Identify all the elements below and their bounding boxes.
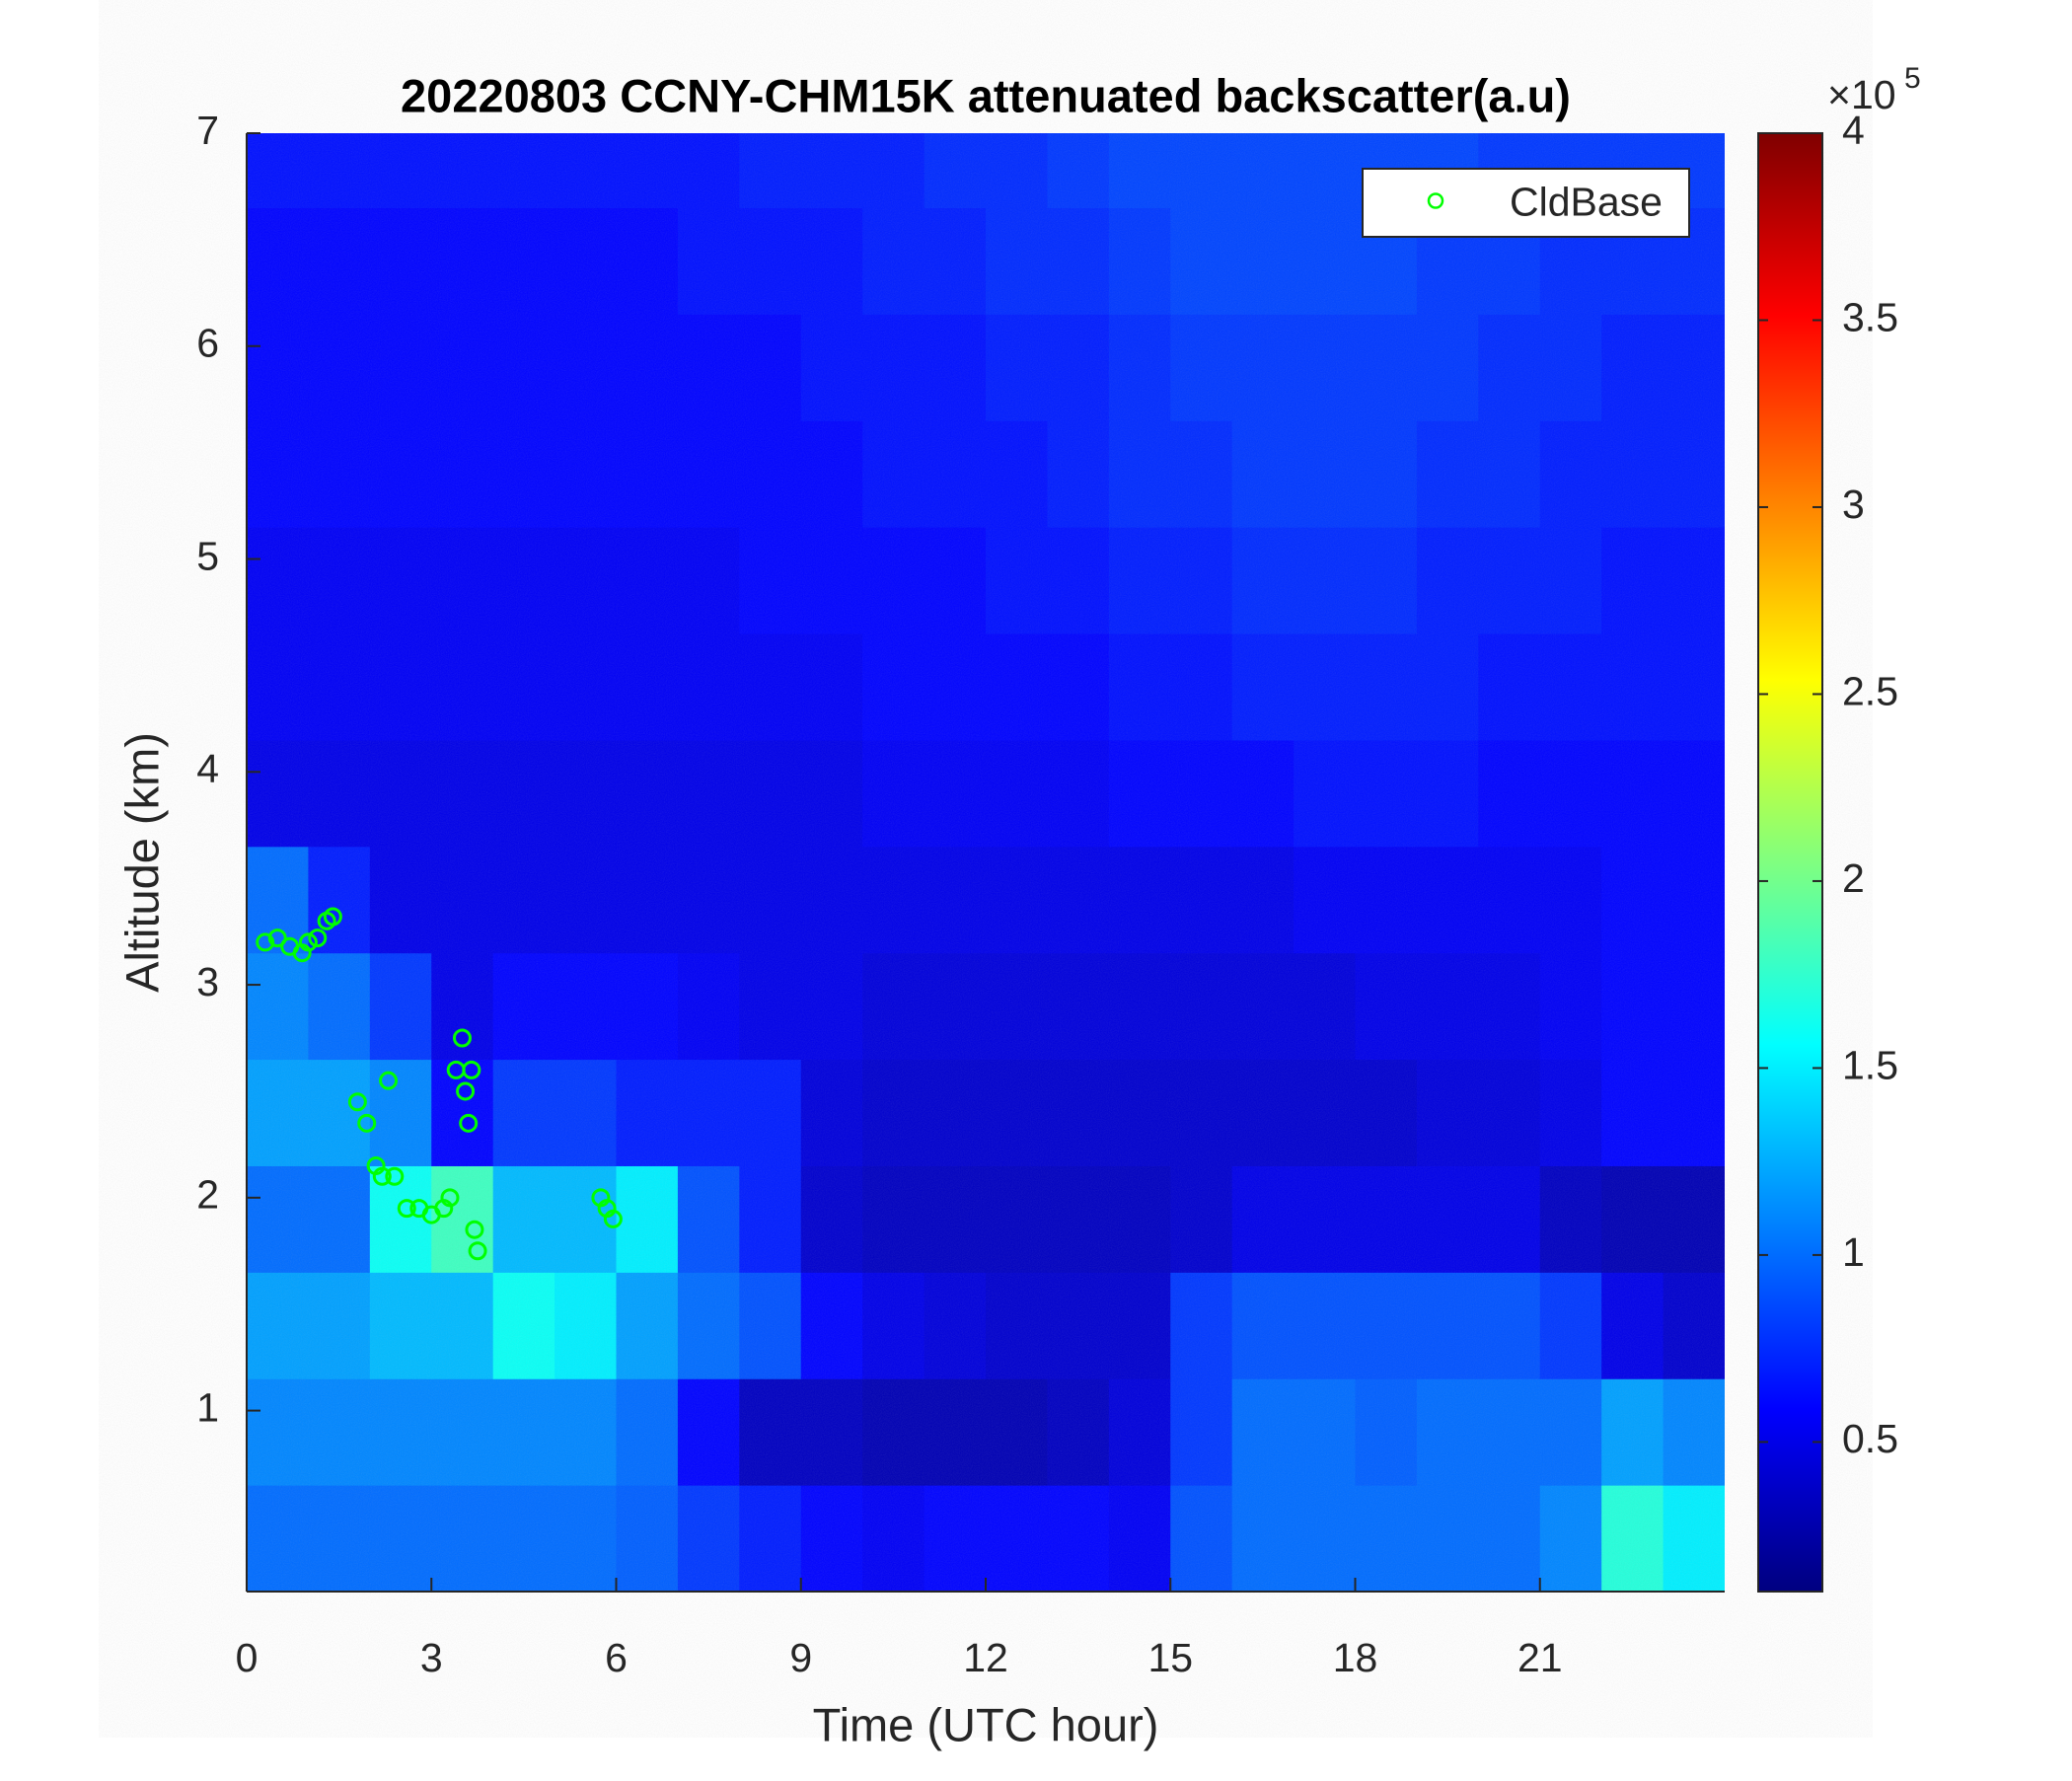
colorbar-tick-label: 3: [1842, 482, 1865, 527]
chart-title: 20220803 CCNY-CHM15K attenuated backscat…: [401, 69, 1571, 121]
cloud-base-marker: [323, 907, 342, 927]
colorbar-exponent: ×10: [1827, 72, 1896, 117]
cloud-base-marker: [397, 1199, 416, 1219]
x-tick-label: 12: [963, 1635, 1008, 1680]
colorbar: [1757, 132, 1823, 1593]
cloud-base-marker: [308, 928, 328, 948]
cloud-base-marker: [372, 1166, 392, 1186]
x-tick-label: 0: [236, 1635, 259, 1680]
cloud-base-marker: [603, 1209, 623, 1228]
y-tick-label: 4: [196, 746, 219, 791]
cloud-base-marker: [357, 1113, 377, 1133]
cloud-base-marker: [298, 932, 318, 952]
y-axis-label: Altitude (km): [115, 732, 168, 993]
x-tick-label: 9: [789, 1635, 812, 1680]
x-axis-label: Time (UTC hour): [813, 1698, 1159, 1750]
colorbar-tick-label: 4: [1842, 108, 1865, 153]
colorbar-tick-label: 1.5: [1842, 1042, 1898, 1087]
cloud-base-marker: [256, 932, 275, 952]
legend-marker: [1427, 192, 1444, 209]
colorbar-exponent-power: 5: [1904, 62, 1921, 95]
x-tick-label: 6: [605, 1635, 628, 1680]
x-tick-label: 3: [420, 1635, 443, 1680]
colorbar-tick-label: 2: [1842, 855, 1865, 901]
cloud-base-marker: [379, 1071, 399, 1090]
cloud-base-marker: [468, 1241, 487, 1261]
cloud-base-marker: [459, 1113, 479, 1133]
y-tick-label: 3: [196, 959, 219, 1004]
cloud-base-marker: [452, 1028, 472, 1048]
cloud-base-marker: [347, 1092, 367, 1112]
colorbar-tick-label: 0.5: [1842, 1416, 1898, 1461]
cloud-base-marker: [440, 1188, 460, 1208]
y-tick-label: 5: [196, 533, 219, 578]
colorbar-tick-label: 1: [1842, 1229, 1865, 1275]
cloud-base-marker: [465, 1220, 484, 1239]
y-tick-label: 2: [196, 1172, 219, 1218]
cloud-base-marker: [385, 1166, 405, 1186]
y-tick-label: 7: [196, 108, 219, 153]
colorbar-tick-label: 2.5: [1842, 668, 1898, 713]
cloud-base-marker: [267, 928, 287, 948]
cloud-base-marker: [456, 1081, 476, 1101]
texture: [247, 133, 1725, 1592]
x-tick-label: 21: [1517, 1635, 1563, 1680]
legend-box: [1362, 168, 1690, 238]
cloud-base-marker: [462, 1060, 481, 1079]
colorbar-tick-label: 3.5: [1842, 294, 1898, 339]
y-tick-label: 1: [196, 1384, 219, 1430]
x-tick-label: 18: [1333, 1635, 1378, 1680]
legend-label: CldBase: [1510, 179, 1663, 224]
x-tick-label: 15: [1147, 1635, 1193, 1680]
y-tick-label: 6: [196, 321, 219, 366]
